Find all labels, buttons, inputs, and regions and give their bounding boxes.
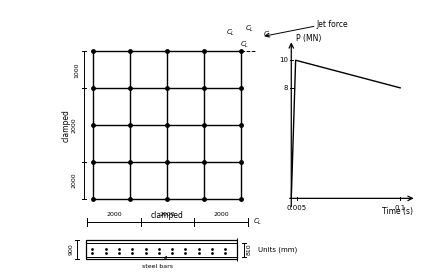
Text: 10: 10 [279, 57, 288, 63]
Text: clamped: clamped [62, 109, 71, 142]
Text: 0.1: 0.1 [394, 205, 406, 211]
Text: P (MN): P (MN) [296, 34, 321, 43]
Text: $C_{L}$: $C_{L}$ [263, 29, 272, 40]
Text: 2000: 2000 [71, 118, 76, 133]
Text: 2000: 2000 [106, 212, 122, 217]
Text: clamped: clamped [150, 211, 184, 220]
Text: Jet force: Jet force [317, 20, 348, 29]
Text: 2000: 2000 [213, 212, 229, 217]
Text: 2000: 2000 [160, 212, 176, 217]
Text: 900: 900 [69, 244, 74, 255]
Text: $C_{L}$: $C_{L}$ [245, 23, 254, 34]
Text: 8: 8 [283, 85, 288, 91]
Text: 1000: 1000 [74, 62, 79, 78]
Text: 810: 810 [247, 244, 252, 255]
Text: $C_{L}$: $C_{L}$ [226, 28, 235, 38]
Text: Units (mm): Units (mm) [258, 246, 297, 253]
Text: Time (s): Time (s) [382, 207, 413, 216]
Bar [85, 240, 238, 259]
Text: $C_{L}$: $C_{L}$ [252, 217, 262, 227]
Text: 2000: 2000 [71, 173, 76, 188]
Text: 0.005: 0.005 [287, 205, 307, 211]
Text: $C_{L}$: $C_{L}$ [240, 39, 249, 50]
Text: steel bars: steel bars [142, 256, 173, 269]
